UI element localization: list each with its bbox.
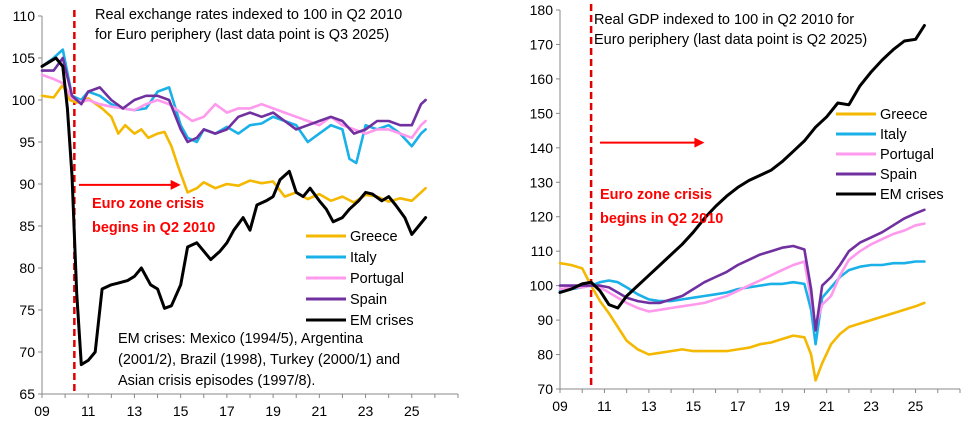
- legend-label: Portugal: [880, 147, 934, 163]
- y-tick-label: 100: [530, 278, 554, 294]
- x-tick-label: 25: [404, 403, 420, 419]
- y-tick-label: 70: [537, 381, 553, 397]
- x-tick-label: 21: [819, 398, 835, 414]
- series-line-italy: [558, 260, 926, 346]
- crisis-annotation-line-2: begins in Q2 2010: [600, 211, 723, 227]
- crisis-annotation-line-2: begins in Q2 2010: [92, 220, 215, 236]
- chart-note-line-2: (2001/2), Brazil (1998), Turkey (2000/1)…: [118, 352, 400, 368]
- y-tick-label: 95: [19, 134, 35, 150]
- x-tick-label: 23: [863, 398, 879, 414]
- y-tick-label: 80: [537, 347, 553, 363]
- legend-label: Italy: [880, 127, 907, 143]
- legend-label: EM crises: [350, 313, 414, 329]
- legend-label: EM crises: [880, 187, 944, 203]
- y-tick-label: 105: [12, 50, 36, 66]
- legend-label: Greece: [880, 107, 928, 123]
- chart-title-line-1: Real GDP indexed to 100 in Q2 2010 for: [594, 12, 854, 28]
- y-tick-label: 170: [530, 36, 554, 52]
- y-tick-label: 130: [530, 174, 554, 190]
- y-tick-label: 100: [12, 92, 36, 108]
- series-line-greece: [558, 261, 926, 382]
- y-tick-label: 150: [530, 105, 554, 121]
- x-tick-label: 19: [774, 398, 790, 414]
- y-tick-label: 180: [530, 2, 554, 18]
- series-line-em-crises: [40, 56, 428, 367]
- chart-note-line-3: Asian crisis episodes (1997/8).: [118, 373, 315, 389]
- legend-label: Italy: [350, 250, 377, 266]
- y-tick-label: 140: [530, 140, 554, 156]
- x-tick-label: 09: [552, 398, 568, 414]
- crisis-annotation-line-1: Euro zone crisis: [600, 187, 712, 203]
- y-tick-label: 110: [531, 243, 554, 259]
- x-tick-label: 23: [358, 403, 374, 419]
- x-tick-label: 15: [173, 403, 189, 419]
- x-tick-label: 13: [127, 403, 143, 419]
- x-tick-label: 09: [34, 403, 50, 419]
- x-tick-label: 13: [641, 398, 657, 414]
- y-tick-label: 110: [13, 8, 36, 24]
- legend-label: Spain: [880, 167, 917, 183]
- x-tick-label: 21: [312, 403, 328, 419]
- crisis-arrow-head: [694, 137, 705, 148]
- chart-title-line-2: for Euro periphery (last data point is Q…: [95, 27, 389, 43]
- y-tick-label: 85: [19, 218, 35, 234]
- series-line-portugal: [558, 222, 926, 329]
- y-tick-label: 90: [19, 176, 35, 192]
- y-tick-label: 80: [19, 260, 35, 276]
- left-chart-real-exchange-rates: 65 70 75 80 85 90 95 100 105 110 09 11 13 15 17 19 21 23 2…: [12, 7, 459, 419]
- legend-label: Spain: [350, 292, 387, 308]
- x-tick-label: 11: [81, 403, 96, 419]
- y-tick-label: 75: [19, 302, 35, 318]
- crisis-arrow-head: [170, 179, 181, 190]
- x-tick-label: 25: [908, 398, 924, 414]
- x-tick-label: 17: [730, 398, 746, 414]
- series-line-spain: [558, 208, 926, 332]
- legend-label: Greece: [350, 229, 398, 245]
- series-line-italy: [40, 48, 427, 165]
- chart-title-line-1: Real exchange rates indexed to 100 in Q2…: [95, 7, 402, 23]
- y-tick-label: 70: [19, 344, 35, 360]
- legend-label: Portugal: [350, 271, 404, 287]
- series-line-em-crises: [558, 24, 926, 310]
- series-line-spain: [40, 56, 427, 144]
- x-tick-label: 11: [597, 398, 612, 414]
- y-tick-label: 160: [530, 71, 554, 87]
- x-tick-label: 17: [219, 403, 235, 419]
- right-chart-real-gdp: 70 80 90 100 110 120 130 140 150 160 170 180 09 11 13 1…: [530, 2, 961, 414]
- x-tick-label: 19: [265, 403, 281, 419]
- chart-title-line-2: Euro periphery (last data point is Q2 20…: [594, 32, 867, 48]
- crisis-annotation-line-1: Euro zone crisis: [92, 196, 204, 212]
- y-tick-label: 90: [537, 312, 553, 328]
- y-tick-label: 120: [530, 209, 554, 225]
- y-tick-label: 65: [19, 386, 35, 402]
- series-line-portugal: [40, 73, 427, 140]
- x-tick-label: 15: [686, 398, 702, 414]
- chart-note-line-1: EM crises: Mexico (1994/5), Argentina: [118, 331, 364, 347]
